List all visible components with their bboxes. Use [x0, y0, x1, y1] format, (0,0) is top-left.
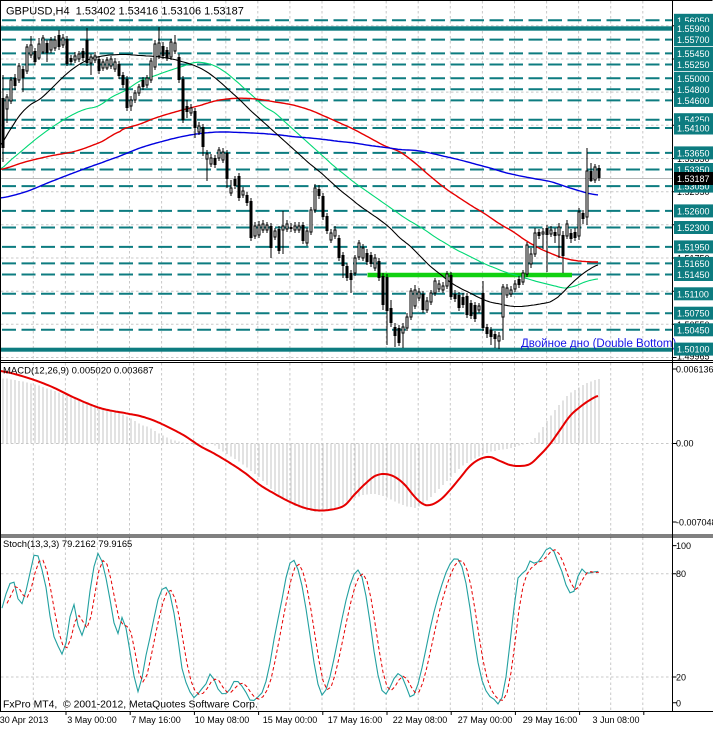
svg-text:7 May 16:00: 7 May 16:00: [131, 715, 181, 725]
svg-text:80: 80: [676, 569, 686, 579]
svg-text:17 May 16:00: 17 May 16:00: [328, 715, 383, 725]
svg-text:22 May 08:00: 22 May 08:00: [393, 715, 448, 725]
svg-text:1.51950: 1.51950: [677, 242, 710, 252]
svg-text:1.51100: 1.51100: [677, 289, 709, 299]
svg-text:1.51450: 1.51450: [677, 270, 710, 280]
svg-text:27 May 00:00: 27 May 00:00: [458, 715, 513, 725]
svg-text:0: 0: [676, 698, 681, 708]
svg-text:1.53187: 1.53187: [677, 174, 710, 184]
svg-text:-0.007048: -0.007048: [676, 518, 713, 528]
svg-text:1.55900: 1.55900: [677, 24, 710, 34]
svg-text:1.49965: 1.49965: [677, 352, 710, 362]
svg-text:1.54100: 1.54100: [677, 124, 710, 134]
svg-text:100: 100: [676, 541, 691, 551]
svg-text:1.52600: 1.52600: [677, 206, 710, 216]
svg-text:1.55450: 1.55450: [677, 49, 710, 59]
svg-text:1.53050: 1.53050: [677, 182, 710, 192]
svg-text:MACD(12,26,9) 0.005020 0.00368: MACD(12,26,9) 0.005020 0.003687: [3, 366, 154, 377]
svg-text:1.54600: 1.54600: [677, 96, 710, 106]
svg-text:1.50750: 1.50750: [677, 309, 710, 319]
svg-text:1.54800: 1.54800: [677, 85, 710, 95]
svg-text:15 May 00:00: 15 May 00:00: [263, 715, 318, 725]
svg-text:1.55000: 1.55000: [677, 74, 710, 84]
svg-text:3 Jun 08:00: 3 Jun 08:00: [592, 715, 639, 725]
svg-text:1.51650: 1.51650: [677, 259, 710, 269]
svg-text:3 May 00:00: 3 May 00:00: [67, 715, 117, 725]
svg-text:0.006136: 0.006136: [676, 365, 713, 375]
svg-text:GBPUSD,H4 1.53402 1.53416 1.5: GBPUSD,H4 1.53402 1.53416 1.53106 1.5318…: [6, 6, 244, 18]
svg-text:1.50100: 1.50100: [677, 345, 710, 355]
svg-text:20: 20: [676, 673, 686, 683]
svg-text:0.00: 0.00: [676, 439, 694, 449]
svg-text:1.53650: 1.53650: [677, 148, 710, 158]
svg-text:1.53350: 1.53350: [677, 165, 710, 175]
svg-text:1.50450: 1.50450: [677, 325, 710, 335]
svg-text:1.52300: 1.52300: [677, 223, 710, 233]
svg-text:Двойное дно (Double Bottom): Двойное дно (Double Bottom): [521, 338, 676, 350]
svg-text:1.56050: 1.56050: [677, 16, 710, 26]
svg-text:1.55700: 1.55700: [677, 35, 710, 45]
svg-text:10 May 08:00: 10 May 08:00: [195, 715, 250, 725]
svg-text:30 Apr 2013: 30 Apr 2013: [0, 715, 48, 725]
svg-text:Stoch(13,3,3) 79.2162 79.9165: Stoch(13,3,3) 79.2162 79.9165: [3, 538, 132, 549]
svg-text:FxPro MT4, © 2001-2012, MetaQ: FxPro MT4, © 2001-2012, MetaQuotes Softw…: [3, 700, 258, 711]
svg-text:29 May 16:00: 29 May 16:00: [523, 715, 578, 725]
svg-text:1.54250: 1.54250: [677, 115, 710, 125]
svg-text:1.55250: 1.55250: [677, 60, 710, 70]
